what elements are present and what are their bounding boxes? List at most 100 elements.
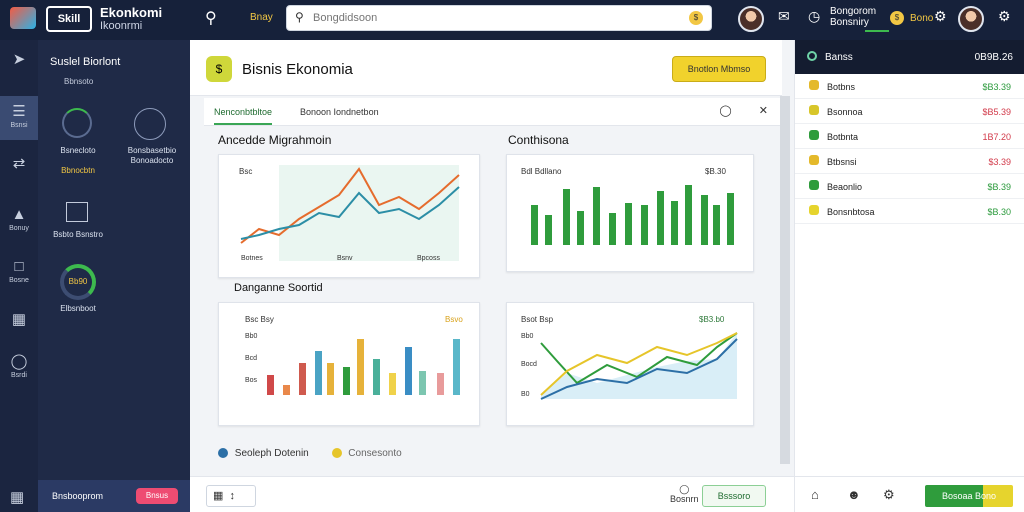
bar-chart-card[interactable]: Bdl Bdllano $B.30 bbox=[506, 154, 754, 272]
tab-1[interactable]: Nenconbtbltoe bbox=[214, 107, 273, 125]
top-count[interactable]: Bono bbox=[910, 13, 934, 24]
header-button[interactable]: Bnotlon Mbmso bbox=[672, 56, 766, 82]
refresh-icon[interactable]: ◯ bbox=[719, 105, 732, 117]
card-value: $B3.b0 bbox=[699, 315, 725, 324]
clock-icon[interactable]: ◷ bbox=[808, 8, 821, 24]
tabs-bar: Nenconbtbltoe Bonoon Iondnetbon ◯ ✕ bbox=[204, 98, 780, 126]
coin-icon: $ bbox=[890, 11, 904, 25]
document-icon[interactable] bbox=[66, 202, 88, 222]
list-item[interactable]: Botbns $B3.39 bbox=[795, 74, 1024, 99]
sidebar-item-4[interactable]: ▲ Bonuy bbox=[0, 200, 38, 244]
footer-button[interactable]: Bsssoro bbox=[702, 485, 766, 507]
action-button[interactable]: Bosoaa Bono bbox=[925, 485, 1013, 507]
status-indicator bbox=[865, 30, 889, 32]
card-legend: Bsot Bsp bbox=[521, 315, 554, 324]
search-bar[interactable]: ⚲ $ bbox=[286, 5, 712, 31]
y-axis-label: Bb0 bbox=[521, 333, 534, 340]
legend-dot-yellow bbox=[331, 448, 342, 459]
row-name: Btbsnsi bbox=[827, 157, 857, 167]
list-item[interactable]: Btbsnsi $3.39 bbox=[795, 149, 1024, 174]
row-value: $3.39 bbox=[988, 157, 1011, 167]
y-axis-label: Bcd bbox=[245, 355, 258, 362]
search-icon[interactable]: ⚲ bbox=[205, 10, 217, 27]
row-icon bbox=[809, 205, 819, 215]
widget-value-4: Bb90 bbox=[68, 277, 88, 286]
sidebar-item-7[interactable]: ◯ Bsrdi bbox=[0, 346, 38, 390]
view-toggle[interactable]: ▦ ↕ bbox=[206, 485, 256, 507]
list-item[interactable]: Botbnta 1B7.20 bbox=[795, 124, 1024, 149]
panel-title: Suslel Biorlont bbox=[50, 56, 121, 68]
brand-mark: Skill bbox=[46, 6, 92, 32]
rocket-icon: ➤ bbox=[12, 51, 26, 68]
section-title-2: Conthisona bbox=[508, 133, 569, 147]
left-panel: Suslel Biorlont Bbnsoto Bsnecloto Bbnocb… bbox=[38, 40, 190, 480]
footer-icon-label: Bosnrn bbox=[670, 494, 699, 504]
app-logo[interactable] bbox=[10, 7, 36, 29]
brand-subtitle: Ikoonrmi bbox=[100, 20, 143, 32]
y-axis-label: B0 bbox=[521, 391, 530, 398]
search-input[interactable] bbox=[313, 9, 673, 27]
tab-2[interactable]: Bonoon Iondnetbon bbox=[300, 107, 379, 117]
settings-icon[interactable]: ⚙ bbox=[883, 487, 895, 502]
progress-ring-2[interactable] bbox=[60, 264, 96, 300]
combo-chart-card[interactable]: Bsot Bsp $B3.b0 Bb0 Bocd B0 bbox=[506, 302, 754, 426]
message-icon[interactable]: ✉ bbox=[778, 8, 790, 24]
sidebar-item-1[interactable]: ➤ bbox=[0, 44, 38, 88]
footer-pill[interactable]: Bnsus bbox=[136, 488, 178, 504]
user-avatar[interactable] bbox=[958, 6, 984, 32]
y-axis-label: Bos bbox=[245, 377, 258, 384]
circle-icon: ◯ bbox=[10, 353, 28, 370]
row-icon bbox=[809, 80, 819, 90]
card-foot-3: Bpcoss bbox=[417, 255, 440, 262]
scrollbar[interactable] bbox=[780, 96, 790, 464]
table-icon: ▦ bbox=[11, 311, 27, 328]
row-value: $B3.39 bbox=[982, 82, 1011, 92]
widget-sub-2: Bonoadocto bbox=[130, 156, 174, 165]
coin-icon: $ bbox=[689, 11, 703, 25]
sidebar-item-2[interactable]: ☰ Bsnsi bbox=[0, 96, 38, 140]
multibar-chart-card[interactable]: Bsc Bsy Bsvo Bb0 Bcd Bos bbox=[218, 302, 480, 426]
combo-chart bbox=[540, 332, 738, 400]
settings-icon[interactable]: ⚙ bbox=[998, 8, 1011, 24]
footer-label[interactable]: Bnsbooprom bbox=[52, 491, 104, 501]
list-item[interactable]: Bonsnbtosa $B.30 bbox=[795, 199, 1024, 224]
top-status[interactable]: Bongorom Bonsniry bbox=[830, 6, 889, 32]
footer-icon[interactable]: ◯ Bosnrn bbox=[670, 484, 699, 504]
compass-icon[interactable] bbox=[134, 108, 166, 140]
settings-icon[interactable]: ⚙ bbox=[934, 8, 947, 24]
avatar[interactable] bbox=[738, 6, 764, 32]
list-item[interactable]: Bsonnoa $B5.39 bbox=[795, 99, 1024, 124]
y-axis-label: Bb0 bbox=[245, 333, 258, 340]
row-icon bbox=[809, 105, 819, 115]
sidebar-item-5[interactable]: □ Bosne bbox=[0, 252, 38, 296]
left-panel-footer: Bnsbooprom Bnsus bbox=[38, 480, 190, 512]
list-item[interactable]: Beaonlio $B.39 bbox=[795, 174, 1024, 199]
search-icon: ⚲ bbox=[295, 10, 304, 24]
sidebar-item-6[interactable]: ▦ bbox=[0, 304, 38, 348]
close-icon[interactable]: ✕ bbox=[758, 105, 768, 117]
row-icon bbox=[809, 155, 819, 165]
section-title-1: Ancedde Migrahmoin bbox=[218, 133, 332, 147]
home-icon[interactable]: ⌂ bbox=[811, 487, 819, 502]
progress-ring-1[interactable] bbox=[62, 108, 92, 138]
widget-label-1: Bsnecloto bbox=[60, 146, 96, 155]
row-name: Botbns bbox=[827, 82, 856, 92]
status-top: Bongorom bbox=[830, 6, 877, 17]
main-header: $ Bisnis Ekonomia Bnotlon Mbmso bbox=[190, 40, 782, 96]
bar-chart bbox=[531, 185, 734, 245]
legend-label-right: Consesonto bbox=[348, 448, 402, 459]
row-value: 1B7.20 bbox=[982, 132, 1011, 142]
sidebar-item-3[interactable]: ⇄ bbox=[0, 148, 38, 192]
header-label: Banss bbox=[825, 52, 853, 63]
row-value: $B.39 bbox=[987, 182, 1011, 192]
row-name: Bsonnoa bbox=[827, 107, 863, 117]
top-chip[interactable]: Bnay bbox=[250, 12, 273, 23]
line-chart-card[interactable]: Bsc Botnes Bsnv Bpcoss bbox=[218, 154, 480, 278]
tab-tools: ◯ ✕ bbox=[719, 104, 768, 117]
row-name: Beaonlio bbox=[827, 182, 863, 192]
user-icon[interactable]: ☻ bbox=[847, 487, 861, 502]
row-name: Bonsnbtosa bbox=[827, 207, 875, 217]
main-content: $ Bisnis Ekonomia Bnotlon Mbmso Nenconbt… bbox=[190, 40, 794, 512]
row-value: $B.30 bbox=[987, 207, 1011, 217]
apps-grid-icon[interactable]: ▦ bbox=[10, 489, 25, 506]
